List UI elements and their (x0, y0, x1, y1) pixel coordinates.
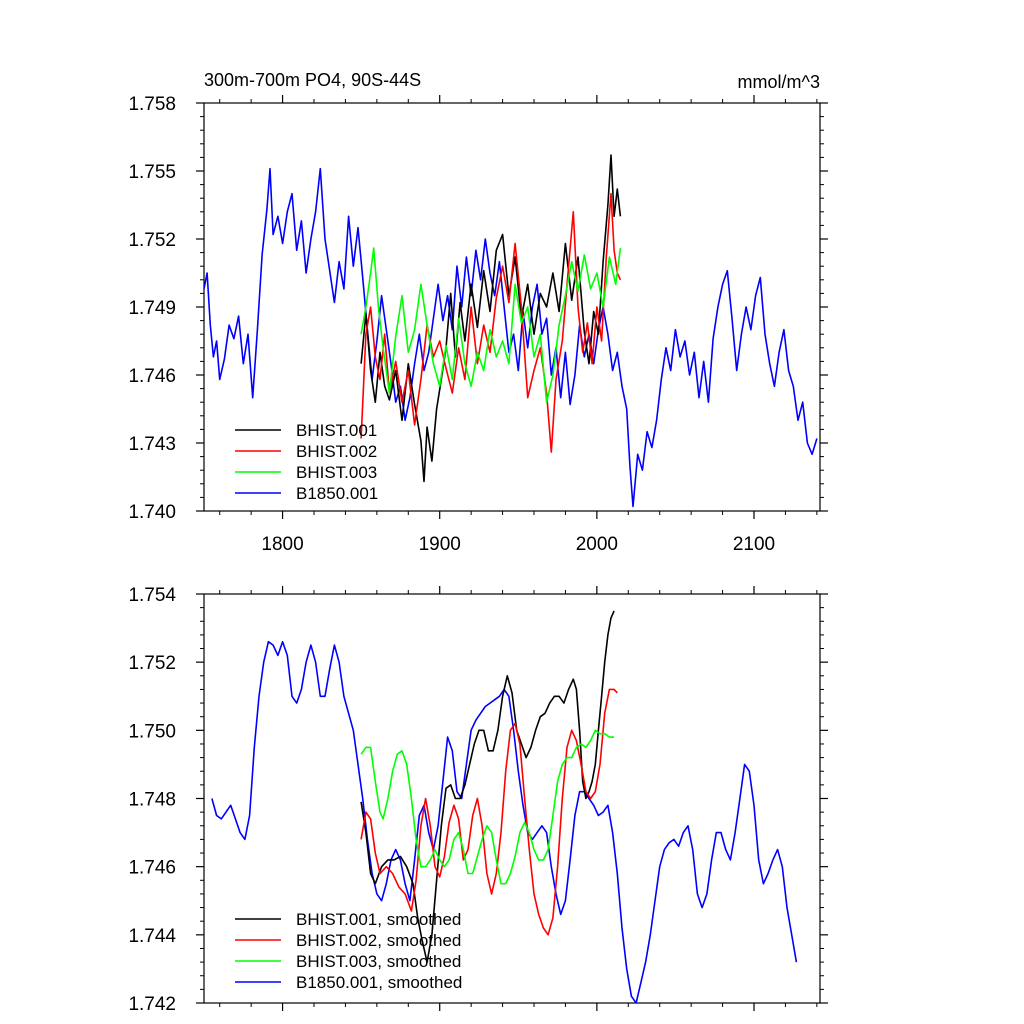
y-tick-label: 1.746 (128, 366, 176, 387)
top-panel: 1.740 1.743 1.746 1.749 1.752 1.755 1.758 1800 1… (128, 94, 828, 555)
series-line-bhist-001 (360, 154, 622, 483)
units-label: mmol/m^3 (738, 72, 820, 92)
legend-label: BHIST.003, smoothed (296, 952, 461, 971)
series-line-bhist-002 (360, 192, 622, 453)
y-tick-label: 1.758 (128, 94, 176, 115)
legend-label: BHIST.002 (296, 442, 377, 461)
legend-label: BHIST.003 (296, 463, 377, 482)
y-tick-label: 1.754 (128, 585, 176, 606)
legend-label: BHIST.001, smoothed (296, 910, 461, 929)
x-tick-label: 1800 (261, 534, 303, 555)
legend-label: B1850.001, smoothed (296, 973, 462, 992)
chart-title: 300m-700m PO4, 90S-44S (204, 70, 421, 90)
legend-label: BHIST.002, smoothed (296, 931, 461, 950)
series-line-b1850-001 (204, 167, 818, 508)
series-line-bhist-003 (360, 247, 622, 403)
series-line-bhist-002-smoothed (360, 688, 618, 936)
y-tick-label: 1.746 (128, 858, 176, 879)
y-tick-label: 1.742 (128, 994, 176, 1015)
y-tick-label: 1.752 (128, 230, 176, 251)
y-tick-label: 1.755 (128, 162, 176, 183)
series-line-bhist-003-smoothed (360, 729, 615, 885)
x-tick-label: 2100 (733, 534, 775, 555)
y-tick-label: 1.744 (128, 926, 176, 947)
y-tick-label: 1.748 (128, 790, 176, 811)
bottom-panel: 1.742 1.744 1.746 1.748 1.750 1.752 1.754 BHIST… (128, 585, 828, 1015)
x-tick-label: 1900 (419, 534, 461, 555)
y-tick-label: 1.752 (128, 653, 176, 674)
legend-label: B1850.001 (296, 484, 378, 503)
x-tick-label: 2000 (576, 534, 618, 555)
y-tick-label: 1.740 (128, 502, 176, 523)
legend-label: BHIST.001 (296, 421, 377, 440)
y-tick-label: 1.743 (128, 434, 176, 455)
y-tick-label: 1.750 (128, 721, 176, 742)
y-tick-label: 1.749 (128, 298, 176, 319)
